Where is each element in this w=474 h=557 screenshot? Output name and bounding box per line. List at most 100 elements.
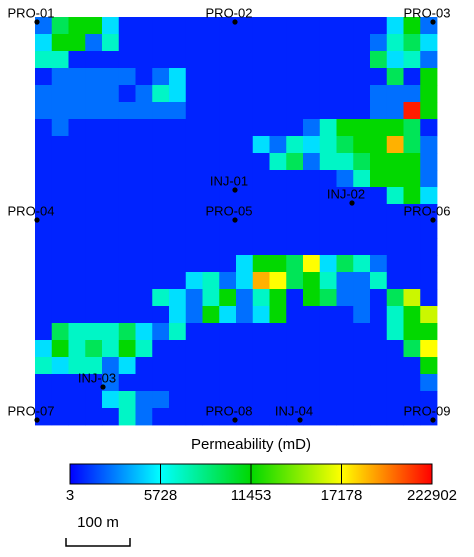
cell bbox=[336, 289, 354, 307]
cell bbox=[51, 238, 69, 256]
cell bbox=[319, 187, 337, 205]
cell bbox=[370, 170, 388, 188]
cell bbox=[403, 187, 421, 205]
cell bbox=[370, 34, 388, 52]
cell bbox=[370, 255, 388, 273]
cell bbox=[51, 204, 69, 222]
cell bbox=[219, 51, 237, 69]
cell bbox=[252, 306, 270, 324]
cell bbox=[336, 51, 354, 69]
cell bbox=[68, 34, 86, 52]
cell bbox=[118, 374, 136, 392]
cell bbox=[269, 17, 287, 35]
cell bbox=[68, 17, 86, 35]
cell bbox=[370, 51, 388, 69]
cell bbox=[202, 119, 220, 137]
well-marker bbox=[297, 417, 303, 423]
cell bbox=[269, 272, 287, 290]
cell bbox=[336, 238, 354, 256]
cell bbox=[118, 408, 136, 426]
cell bbox=[252, 408, 270, 426]
well-label: PRO-05 bbox=[206, 203, 253, 218]
cell bbox=[370, 68, 388, 86]
cell bbox=[85, 119, 103, 137]
cell bbox=[420, 306, 438, 324]
cell bbox=[403, 391, 421, 409]
cell bbox=[286, 357, 304, 375]
cell bbox=[252, 170, 270, 188]
cell bbox=[386, 374, 404, 392]
cell bbox=[68, 272, 86, 290]
cell bbox=[286, 340, 304, 358]
colorbar-tick-label: 5728 bbox=[144, 487, 177, 504]
cell bbox=[403, 374, 421, 392]
cell bbox=[386, 289, 404, 307]
cell bbox=[336, 204, 354, 222]
cell bbox=[319, 391, 337, 409]
well-label: PRO-08 bbox=[206, 403, 253, 418]
cell bbox=[85, 68, 103, 86]
cell bbox=[68, 340, 86, 358]
cell bbox=[336, 374, 354, 392]
cell bbox=[85, 153, 103, 171]
cell bbox=[35, 221, 53, 239]
cell bbox=[386, 153, 404, 171]
cell bbox=[135, 153, 153, 171]
cell bbox=[353, 272, 371, 290]
cell bbox=[286, 170, 304, 188]
cell bbox=[35, 119, 53, 137]
cell bbox=[386, 170, 404, 188]
cell bbox=[353, 255, 371, 273]
cell bbox=[51, 170, 69, 188]
cell bbox=[403, 68, 421, 86]
cell bbox=[51, 136, 69, 154]
cell bbox=[303, 204, 321, 222]
cell bbox=[269, 340, 287, 358]
cell bbox=[102, 340, 120, 358]
cell bbox=[35, 51, 53, 69]
cell bbox=[252, 323, 270, 341]
cell bbox=[336, 357, 354, 375]
cell bbox=[102, 238, 120, 256]
cell bbox=[303, 391, 321, 409]
cell bbox=[68, 136, 86, 154]
cell bbox=[303, 136, 321, 154]
cell bbox=[219, 306, 237, 324]
cell bbox=[169, 391, 187, 409]
cell bbox=[319, 323, 337, 341]
cell bbox=[135, 85, 153, 103]
cell bbox=[252, 204, 270, 222]
cell bbox=[319, 238, 337, 256]
cell bbox=[185, 34, 203, 52]
cell bbox=[185, 391, 203, 409]
cell bbox=[353, 17, 371, 35]
cell bbox=[370, 357, 388, 375]
cell bbox=[286, 68, 304, 86]
cell bbox=[319, 153, 337, 171]
cell bbox=[420, 391, 438, 409]
cell bbox=[185, 323, 203, 341]
cell bbox=[51, 255, 69, 273]
cell bbox=[269, 323, 287, 341]
cell bbox=[135, 17, 153, 35]
cell bbox=[386, 255, 404, 273]
cell bbox=[51, 102, 69, 120]
cell bbox=[152, 357, 170, 375]
cell bbox=[51, 323, 69, 341]
cell bbox=[152, 323, 170, 341]
cell bbox=[286, 119, 304, 137]
cell bbox=[152, 272, 170, 290]
cell bbox=[51, 357, 69, 375]
cell bbox=[403, 221, 421, 239]
cell bbox=[51, 340, 69, 358]
cell bbox=[202, 187, 220, 205]
cell bbox=[102, 51, 120, 69]
well-label: PRO-07 bbox=[8, 403, 55, 418]
cell bbox=[185, 85, 203, 103]
cell bbox=[252, 255, 270, 273]
cell bbox=[386, 136, 404, 154]
cell bbox=[118, 51, 136, 69]
well-marker bbox=[232, 19, 238, 25]
cell bbox=[202, 391, 220, 409]
cell bbox=[118, 357, 136, 375]
